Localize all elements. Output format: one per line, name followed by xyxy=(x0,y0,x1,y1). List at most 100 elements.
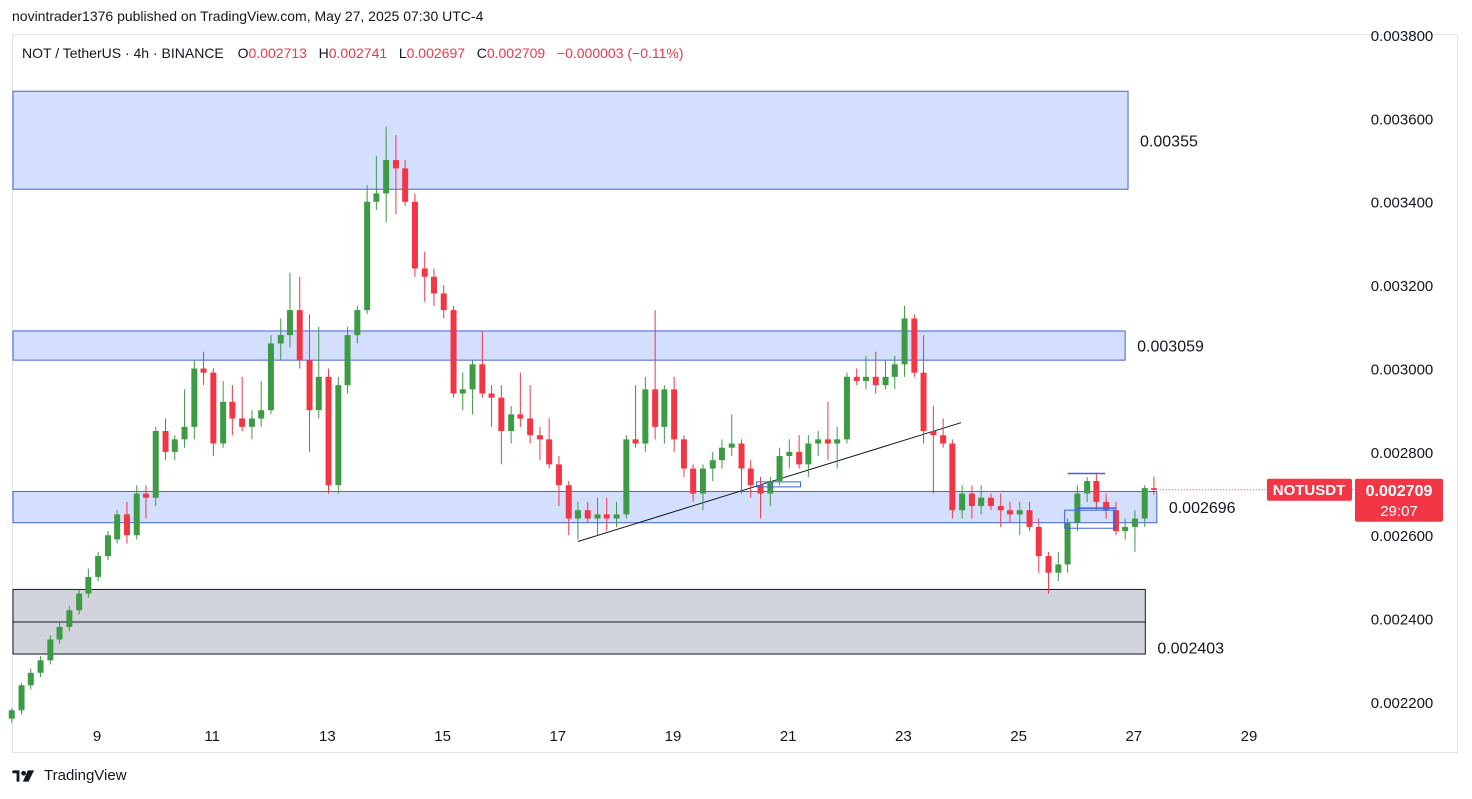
candle-body-109[interactable] xyxy=(1045,556,1052,573)
candle-body-25[interactable] xyxy=(239,418,246,427)
candle-body-120[interactable] xyxy=(1150,488,1157,490)
candle-body-51[interactable] xyxy=(488,393,495,398)
candle-body-107[interactable] xyxy=(1026,510,1033,527)
candle-body-49[interactable] xyxy=(469,364,476,390)
candle-body-21[interactable] xyxy=(200,368,207,373)
candle-body-28[interactable] xyxy=(267,343,274,411)
candle-body-115[interactable] xyxy=(1103,501,1110,511)
candle-body-10[interactable] xyxy=(95,556,102,577)
candle-body-119[interactable] xyxy=(1141,488,1148,519)
candle-body-11[interactable] xyxy=(104,535,111,557)
candle-body-33[interactable] xyxy=(315,376,322,411)
candle-body-93[interactable] xyxy=(891,364,898,377)
candle-body-4[interactable] xyxy=(37,660,44,673)
candle-body-90[interactable] xyxy=(862,376,869,381)
candle-body-73[interactable] xyxy=(699,468,706,494)
candle-body-7[interactable] xyxy=(66,610,73,627)
candle-body-22[interactable] xyxy=(210,372,217,444)
candle-body-74[interactable] xyxy=(709,460,716,469)
candle-body-8[interactable] xyxy=(76,593,83,611)
candle-body-9[interactable] xyxy=(85,576,92,594)
candle-body-111[interactable] xyxy=(1064,522,1071,565)
candle-body-41[interactable] xyxy=(392,160,399,169)
candle-body-71[interactable] xyxy=(680,439,687,469)
candle-body-62[interactable] xyxy=(594,514,601,519)
candle-body-27[interactable] xyxy=(258,410,265,419)
candle-body-117[interactable] xyxy=(1122,526,1129,532)
candle-body-24[interactable] xyxy=(229,401,236,419)
candle-body-17[interactable] xyxy=(162,431,169,452)
candle-body-76[interactable] xyxy=(728,443,735,448)
candle-body-50[interactable] xyxy=(479,364,486,394)
candle-body-40[interactable] xyxy=(383,160,390,194)
candle-body-85[interactable] xyxy=(815,439,822,444)
candle-body-20[interactable] xyxy=(191,368,198,427)
candle-body-96[interactable] xyxy=(920,372,927,432)
candle-body-2[interactable] xyxy=(18,685,25,711)
candle-body-88[interactable] xyxy=(843,376,850,440)
candle-body-79[interactable] xyxy=(757,485,764,494)
candle-body-64[interactable] xyxy=(613,514,620,519)
candle-body-19[interactable] xyxy=(181,426,188,440)
candle-body-5[interactable] xyxy=(47,639,54,661)
candle-body-12[interactable] xyxy=(114,514,121,540)
candle-body-18[interactable] xyxy=(171,439,178,452)
candle-body-55[interactable] xyxy=(527,418,534,436)
candle-body-30[interactable] xyxy=(286,310,293,336)
candle-body-35[interactable] xyxy=(335,385,342,486)
candle-body-102[interactable] xyxy=(978,497,985,507)
candle-body-29[interactable] xyxy=(277,335,284,344)
candle-body-68[interactable] xyxy=(652,389,659,427)
candle-body-92[interactable] xyxy=(882,376,889,386)
candle-body-47[interactable] xyxy=(450,310,457,394)
candle-body-86[interactable] xyxy=(824,439,831,444)
candle-body-52[interactable] xyxy=(498,397,505,432)
candle-body-45[interactable] xyxy=(430,276,437,294)
candle-body-6[interactable] xyxy=(56,626,63,640)
candle-body-104[interactable] xyxy=(997,506,1004,511)
candle-body-87[interactable] xyxy=(834,439,841,444)
candle-body-91[interactable] xyxy=(872,376,879,386)
candle-body-39[interactable] xyxy=(373,193,380,202)
candle-body-101[interactable] xyxy=(968,493,975,507)
candle-body-13[interactable] xyxy=(123,514,130,536)
candle-body-3[interactable] xyxy=(27,672,34,686)
candle-body-32[interactable] xyxy=(306,360,313,411)
candle-body-38[interactable] xyxy=(364,201,371,311)
candle-body-14[interactable] xyxy=(133,493,140,536)
candle-body-69[interactable] xyxy=(661,389,668,427)
annotation-box-1[interactable] xyxy=(1064,509,1116,529)
candle-body-98[interactable] xyxy=(940,435,947,444)
candle-body-31[interactable] xyxy=(296,310,303,361)
candle-body-105[interactable] xyxy=(1006,510,1013,515)
candle-body-89[interactable] xyxy=(853,376,860,381)
candle-body-15[interactable] xyxy=(142,493,149,498)
zone-0.00355[interactable] xyxy=(12,90,1129,190)
candle-body-97[interactable] xyxy=(930,431,937,436)
candle-body-57[interactable] xyxy=(546,439,553,465)
candle-body-34[interactable] xyxy=(325,376,332,486)
candle-body-99[interactable] xyxy=(949,443,956,511)
candle-body-106[interactable] xyxy=(1016,510,1023,515)
candle-body-26[interactable] xyxy=(248,418,255,427)
candle-body-61[interactable] xyxy=(584,510,591,519)
candle-body-53[interactable] xyxy=(508,414,515,432)
candle-body-94[interactable] xyxy=(901,318,908,365)
candle-body-75[interactable] xyxy=(718,447,725,461)
candle-body-16[interactable] xyxy=(152,431,159,498)
tradingview-footer[interactable]: TradingView xyxy=(12,767,127,784)
candle-body-118[interactable] xyxy=(1131,518,1138,527)
candle-body-82[interactable] xyxy=(786,451,793,457)
candle-body-81[interactable] xyxy=(776,456,783,482)
candle-body-67[interactable] xyxy=(642,389,649,444)
candle-body-108[interactable] xyxy=(1035,526,1042,557)
candle-body-60[interactable] xyxy=(574,510,581,519)
symbol-label[interactable]: NOT / TetherUS · 4h · BINANCE xyxy=(22,45,224,61)
candle-body-59[interactable] xyxy=(565,485,572,519)
candle-body-66[interactable] xyxy=(632,439,639,444)
candle-body-58[interactable] xyxy=(555,464,562,486)
candle-body-95[interactable] xyxy=(911,318,918,373)
candle-body-116[interactable] xyxy=(1112,510,1119,532)
candle-body-83[interactable] xyxy=(796,451,803,465)
